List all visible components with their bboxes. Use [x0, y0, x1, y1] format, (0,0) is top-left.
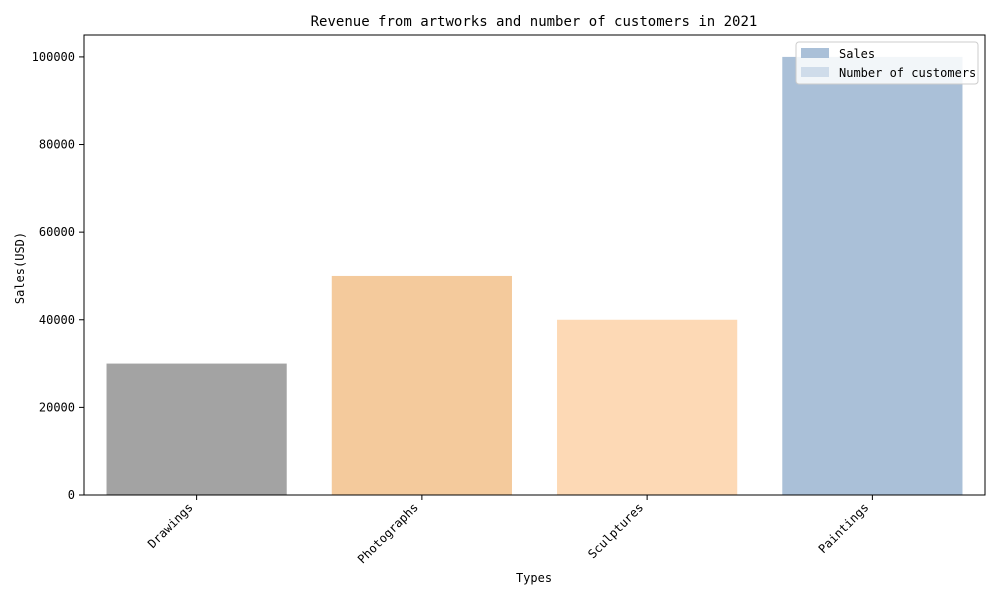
y-axis: 0 20000 40000 60000 80000 100000 — [32, 50, 84, 502]
legend-label: Number of customers — [839, 66, 976, 80]
legend-swatch — [801, 48, 829, 58]
y-tick-label: 100000 — [32, 50, 75, 64]
y-tick-label: 20000 — [39, 400, 75, 414]
y-tick-label: 40000 — [39, 313, 75, 327]
y-tick-label: 0 — [68, 488, 75, 502]
bar-drawings — [106, 363, 287, 495]
x-tick-label-sculptures: Sculptures — [585, 500, 646, 561]
y-tick-label: 60000 — [39, 225, 75, 239]
y-axis-label: Sales(USD) — [13, 232, 27, 304]
plot-frame — [83, 34, 986, 496]
legend-box — [795, 41, 979, 85]
bars-group — [106, 56, 963, 496]
x-axis-label: Types — [516, 571, 552, 585]
x-tick-label-paintings: Paintings — [816, 500, 872, 556]
bar-sculptures — [557, 319, 738, 495]
x-tick-label-drawings: Drawings — [145, 500, 196, 551]
legend-swatch — [801, 67, 829, 77]
chart-title: Revenue from artworks and number of cust… — [311, 14, 758, 30]
bar-paintings — [782, 56, 963, 496]
bar-photographs — [331, 275, 512, 495]
x-tick-label-photographs: Photographs — [355, 500, 421, 566]
x-axis: Drawings Photographs Sculptures Paintings — [145, 495, 873, 566]
legend: Sales Number of customers — [795, 41, 979, 85]
legend-label: Sales — [839, 47, 875, 61]
y-tick-label: 80000 — [39, 138, 75, 152]
